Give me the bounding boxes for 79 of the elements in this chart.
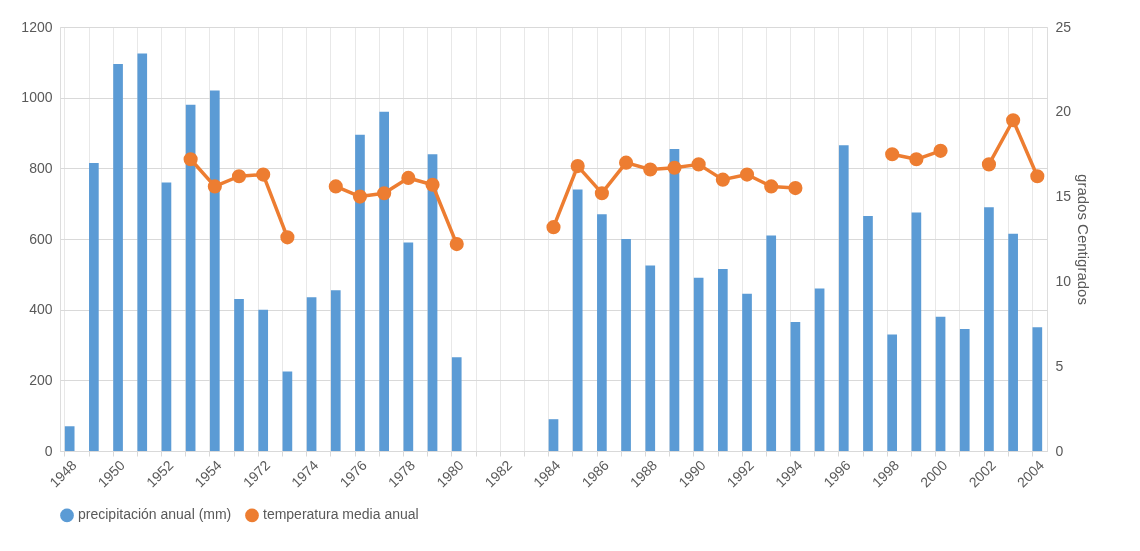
- y-tick-label: 0: [44, 442, 53, 459]
- point: [764, 179, 779, 194]
- point: [207, 179, 222, 194]
- bar: [161, 182, 172, 451]
- point: [231, 169, 247, 184]
- bar: [693, 277, 704, 451]
- bar: [621, 239, 631, 451]
- point: [570, 159, 585, 174]
- bar: [984, 207, 994, 451]
- point: [619, 155, 634, 170]
- y-tick-label: 800: [29, 159, 53, 176]
- y-tick-label: 1200: [21, 18, 53, 35]
- y2-tick-label: 10: [1055, 272, 1072, 289]
- bar: [1008, 233, 1018, 451]
- y2-tick-label: 25: [1055, 18, 1072, 35]
- point: [328, 179, 343, 194]
- point: [377, 186, 392, 201]
- y2-axis-title: grados Centigrados: [1075, 174, 1093, 305]
- bar: [814, 288, 825, 451]
- bar: [89, 163, 99, 451]
- point: [425, 177, 440, 192]
- bar: [258, 309, 269, 451]
- y-tick-label: 200: [29, 371, 53, 388]
- point: [594, 186, 609, 201]
- bar: [597, 214, 607, 451]
- point: [401, 170, 416, 185]
- point: [981, 157, 997, 172]
- y-tick-label: 600: [29, 230, 53, 247]
- bar: [887, 334, 898, 451]
- point: [909, 152, 924, 167]
- y-tick-label: 400: [29, 301, 53, 318]
- bar: [766, 235, 777, 451]
- bar: [355, 134, 365, 451]
- legend-label: temperatura media anual: [263, 506, 419, 523]
- bar: [1032, 327, 1043, 451]
- point: [1030, 169, 1045, 184]
- point: [449, 237, 464, 252]
- bar: [379, 111, 389, 451]
- point: [739, 167, 755, 182]
- point: [667, 160, 682, 175]
- y-tick-label: 1000: [21, 89, 53, 106]
- bar: [64, 426, 75, 451]
- bar: [645, 265, 656, 451]
- bar: [306, 297, 317, 451]
- bar: [282, 371, 293, 451]
- bar: [137, 53, 148, 451]
- bar: [330, 290, 341, 451]
- point: [352, 189, 368, 204]
- bar: [234, 299, 244, 451]
- y2-tick-label: 0: [1055, 442, 1064, 459]
- point: [1006, 113, 1021, 128]
- point: [691, 157, 706, 172]
- bar: [451, 357, 462, 451]
- point: [643, 162, 658, 177]
- y2-tick-label: 20: [1055, 103, 1072, 120]
- point: [256, 167, 271, 182]
- bar: [935, 316, 946, 451]
- point: [280, 230, 295, 245]
- bar: [863, 216, 873, 451]
- bar: [911, 212, 922, 451]
- bar: [403, 242, 414, 451]
- point: [183, 152, 198, 167]
- bar: [742, 293, 752, 451]
- bar: [790, 322, 801, 451]
- y2-tick-label: 15: [1055, 188, 1072, 205]
- bar: [572, 189, 583, 451]
- point: [933, 143, 948, 158]
- bar: [209, 90, 220, 451]
- point: [885, 147, 900, 162]
- bar: [838, 145, 849, 451]
- bar: [959, 329, 970, 451]
- y2-tick-label: 5: [1055, 357, 1064, 374]
- point: [788, 181, 803, 196]
- point: [546, 220, 561, 235]
- bar: [548, 419, 559, 451]
- point: [715, 172, 730, 187]
- bar: [718, 269, 728, 451]
- bar: [113, 64, 123, 451]
- legend-label: precipitación anual (mm): [78, 506, 232, 523]
